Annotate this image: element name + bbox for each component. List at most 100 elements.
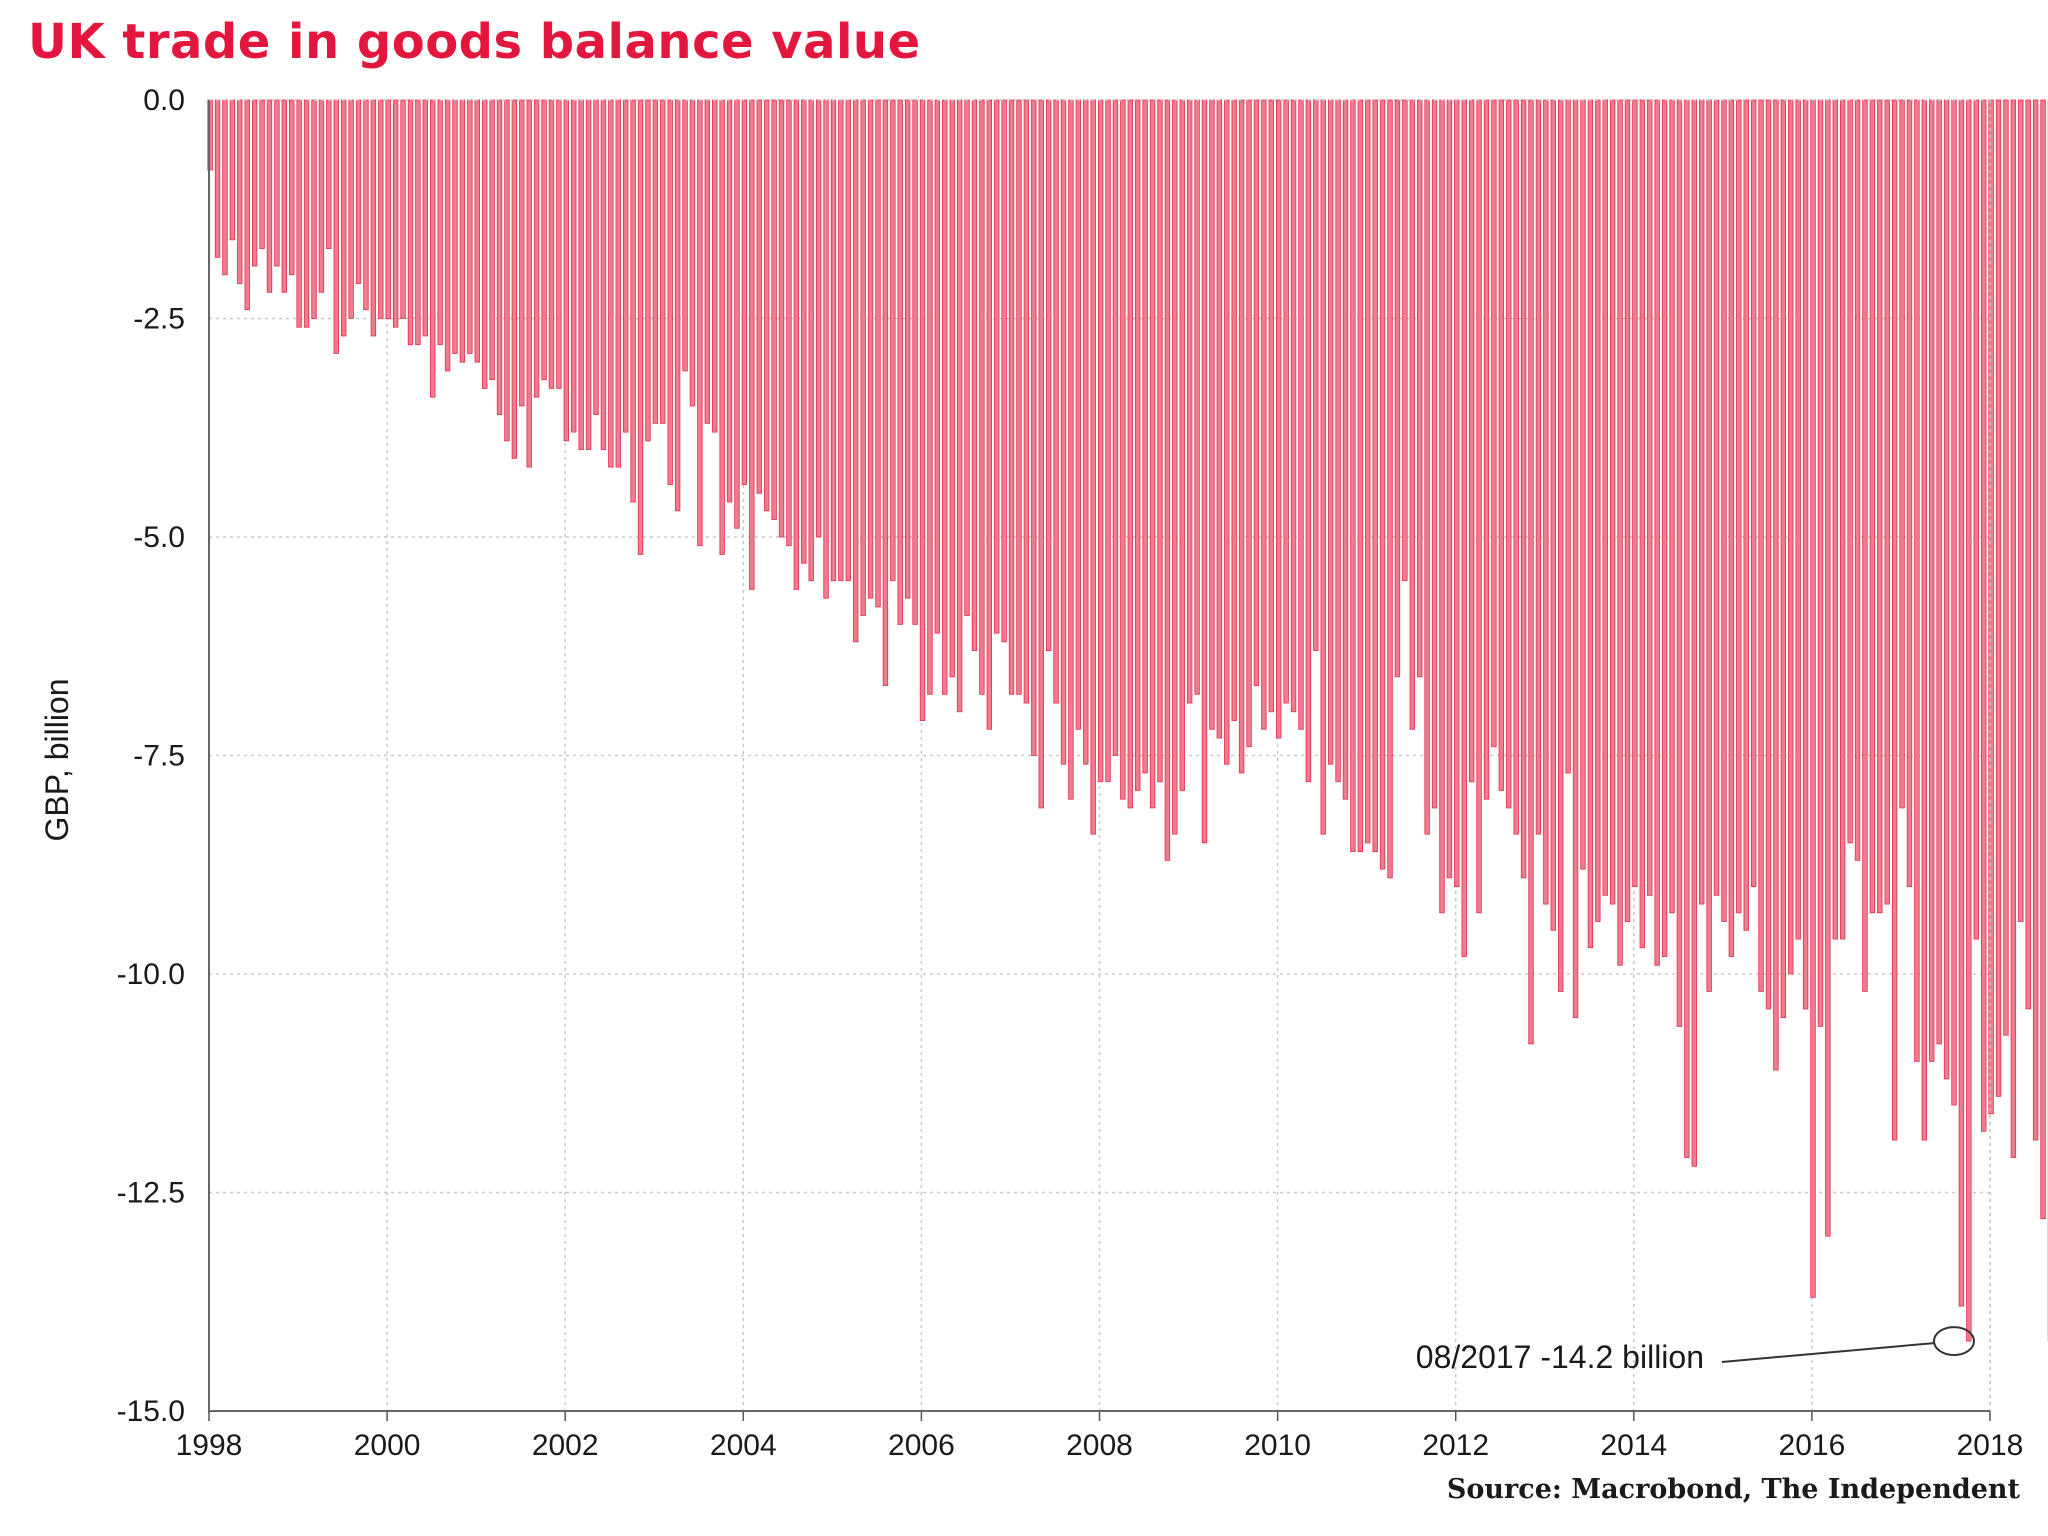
bar <box>1825 99 1831 1237</box>
bar <box>444 99 451 372</box>
bar <box>1951 99 1957 1106</box>
bar <box>1906 99 1913 887</box>
bar <box>1238 99 1245 774</box>
bar <box>1602 99 1608 896</box>
bar <box>704 99 711 424</box>
bar <box>1558 99 1564 992</box>
bar <box>1980 99 1987 1132</box>
bar <box>1647 99 1653 896</box>
bar <box>1417 99 1423 678</box>
bar <box>467 99 473 354</box>
y-tick-label: -10.0 <box>117 958 185 991</box>
bar <box>1810 99 1816 1298</box>
bar <box>763 99 770 512</box>
bar <box>1758 99 1764 992</box>
bar <box>1498 99 1505 791</box>
annotation: 08/2017 -14.2 billion <box>1416 1326 1976 1375</box>
bar <box>1031 99 1037 756</box>
bar <box>422 99 429 337</box>
bar <box>1446 99 1453 879</box>
bar <box>1409 99 1415 730</box>
bar <box>867 99 874 599</box>
bar <box>519 99 525 407</box>
bar <box>2032 99 2039 1141</box>
bar <box>1253 99 1260 686</box>
bar <box>1506 99 1512 809</box>
bar <box>1617 99 1623 966</box>
bar <box>2040 99 2046 1220</box>
bar <box>622 99 629 433</box>
bar <box>1676 99 1683 1027</box>
bar <box>1817 99 1824 1027</box>
bar <box>1802 99 1809 1010</box>
bar <box>912 99 918 625</box>
bar <box>1075 99 1082 730</box>
bar <box>1535 99 1542 835</box>
bar <box>712 99 718 433</box>
bar <box>1832 99 1838 940</box>
bar <box>734 99 740 529</box>
bar <box>956 99 963 713</box>
bar <box>600 99 607 451</box>
bar <box>749 99 755 590</box>
bar <box>971 99 978 652</box>
bar <box>1276 99 1282 739</box>
bar <box>615 99 621 468</box>
bar <box>311 99 317 319</box>
bar <box>533 99 540 398</box>
bar <box>1431 99 1438 809</box>
bar <box>214 99 221 258</box>
bar <box>556 99 562 389</box>
bar <box>689 99 696 407</box>
bar <box>1891 99 1898 1141</box>
bar <box>808 99 814 582</box>
bar <box>986 99 992 730</box>
bar <box>259 99 265 249</box>
bar <box>378 99 384 319</box>
y-tick-label: -7.5 <box>133 740 185 773</box>
bar <box>830 99 837 582</box>
x-tick-label: 2010 <box>1244 1429 1311 1462</box>
bar <box>1201 99 1208 844</box>
bar <box>1580 99 1586 870</box>
bar <box>1439 99 1445 914</box>
bar <box>1038 99 1044 809</box>
bar <box>1008 99 1015 695</box>
bar <box>237 99 243 284</box>
bar <box>1105 99 1111 783</box>
bar <box>994 99 1000 634</box>
bar <box>1112 99 1119 756</box>
bar <box>1468 99 1475 783</box>
bar <box>1402 99 1408 582</box>
bar <box>1394 99 1401 678</box>
x-tick-label: 2004 <box>710 1429 777 1462</box>
bar <box>1520 99 1527 879</box>
bar <box>585 99 592 451</box>
bar <box>1327 99 1334 765</box>
bar <box>1120 99 1126 800</box>
bar <box>697 99 703 547</box>
bar <box>1639 99 1646 949</box>
bar <box>415 99 421 346</box>
x-tick-label: 2012 <box>1422 1429 1489 1462</box>
bar <box>355 99 362 284</box>
bar <box>1097 99 1104 783</box>
bar <box>318 99 325 293</box>
bar <box>333 99 339 354</box>
x-tick-labels: 1998 2000 2002 2004 2006 2008 2010 2012 2014 2016… <box>176 1429 2024 1462</box>
bar <box>1283 99 1289 704</box>
bar <box>1684 99 1690 1158</box>
x-tick-label: 2002 <box>532 1429 599 1462</box>
bar <box>548 99 555 389</box>
bar <box>942 99 948 695</box>
chart-source: Source: Macrobond, The Independent <box>1446 1474 2020 1505</box>
bar <box>1721 99 1727 922</box>
bar <box>1142 99 1148 774</box>
bar <box>875 99 881 608</box>
bar <box>1127 99 1133 809</box>
bar <box>1357 99 1364 853</box>
bar <box>593 99 599 416</box>
bar <box>1706 99 1712 992</box>
bar <box>1424 99 1430 835</box>
